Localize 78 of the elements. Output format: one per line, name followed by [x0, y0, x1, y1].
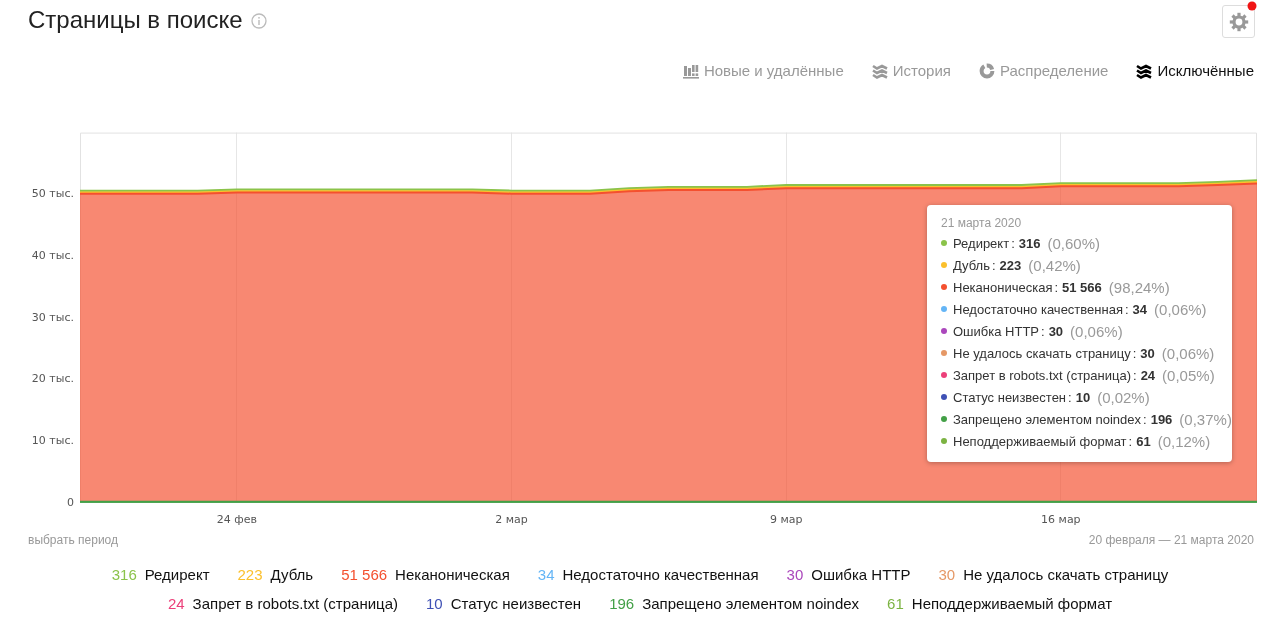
annotation: 316 [1018, 235, 1041, 251]
text: выбрать период [28, 533, 118, 547]
chart-title: Страницы в поиске [28, 5, 243, 35]
y-tick-label: 30 тыс. [31, 310, 74, 324]
annotation: 61 [1136, 433, 1151, 449]
annotation: 10 [1075, 389, 1091, 405]
annotation: 51 566 [1062, 279, 1102, 295]
x-tick-label: 2 мар [495, 513, 528, 527]
legend-label: Не удалось скачать страницу [953, 345, 1131, 361]
y-tick-label: 40 тыс. [31, 248, 74, 262]
text: Новые и удалённые [703, 61, 844, 81]
legend-label: Статус неизвестен [953, 389, 1067, 405]
text: : [1068, 389, 1072, 405]
text: : [1054, 279, 1059, 295]
legend-label: Неканоническая [953, 279, 1053, 295]
annotation: 196 [1150, 411, 1173, 427]
text: 34 [537, 566, 555, 583]
text: 30 [786, 566, 804, 583]
annotation: (0,06%) [1154, 300, 1207, 318]
annotation: (0,12%) [1157, 432, 1211, 450]
legend-label: Недостаточно качественная [953, 301, 1123, 317]
text: 61 [887, 595, 904, 612]
text: 24 [167, 595, 185, 612]
x-tick-label: 9 мар [769, 513, 803, 527]
y-tick-label: 10 тыс. [31, 434, 74, 448]
text: : [1128, 433, 1133, 449]
text: Неподдерживаемый формат [911, 595, 1113, 612]
text: Редирект [144, 566, 210, 583]
annotation: (0,06%) [1070, 322, 1123, 340]
text: : [1133, 367, 1137, 383]
text: Запрет в robots.txt (страница) [192, 595, 398, 612]
annotation: 223 [999, 257, 1022, 273]
annotation: (98,24%) [1108, 278, 1170, 296]
text: : [1041, 323, 1045, 339]
legend-label: Редирект [953, 235, 1010, 251]
text: : [1124, 301, 1129, 317]
text: 51 566 [341, 566, 388, 583]
text: Недостаточно качественная [562, 566, 759, 583]
x-tick-label: 24 фев [216, 513, 258, 527]
annotation: 30 [1048, 323, 1064, 339]
text: Запрещено элементом noindex [642, 595, 860, 612]
text: 316 [111, 566, 137, 583]
text: Статус неизвестен [450, 595, 582, 612]
annotation: 34 [1132, 301, 1148, 317]
annotation: : [1011, 235, 1015, 251]
y-tick-label: 0 [67, 495, 74, 509]
annotation: 30 [1140, 345, 1155, 361]
legend-label: Ошибка HTTP [953, 323, 1040, 339]
legend-label: Неподдерживаемый формат [953, 433, 1127, 449]
text: Распределение [999, 61, 1109, 81]
text: История [892, 61, 951, 81]
text: Ошибка HTTP [811, 566, 911, 583]
text: 20 февраля — 21 марта 2020 [1088, 533, 1254, 547]
text: : [1143, 411, 1147, 427]
annotation: 21 марта 2020 [941, 215, 1023, 232]
y-tick-label: 20 тыс. [31, 372, 74, 386]
text: : [1132, 345, 1137, 361]
legend-label: Запрет в robots.txt (страница) [953, 367, 1132, 383]
text: 223 [237, 566, 263, 583]
annotation: (0,06%) [1161, 344, 1215, 362]
text: Не удалось скачать страницу [963, 566, 1169, 583]
text: 30 [938, 566, 956, 583]
annotation: 24 [1140, 367, 1156, 383]
x-tick-label: 16 мар [1041, 513, 1081, 527]
legend-label: Дубль [953, 257, 990, 273]
annotation: (0,02%) [1097, 388, 1150, 406]
text: Исключённые [1157, 61, 1254, 81]
annotation: (0,05%) [1162, 366, 1215, 384]
text: 196 [609, 595, 635, 612]
annotation: (0,37%) [1179, 410, 1232, 428]
legend-label: Запрещено элементом noindex [953, 411, 1142, 427]
text: 10 [426, 595, 443, 612]
y-tick-label: 50 тыс. [31, 187, 74, 201]
text: : [991, 257, 996, 273]
annotation: (0,60%) [1047, 234, 1100, 252]
annotation: (0,42%) [1028, 256, 1081, 274]
text: Дубль [270, 566, 314, 583]
text: Неканоническая [395, 566, 510, 583]
